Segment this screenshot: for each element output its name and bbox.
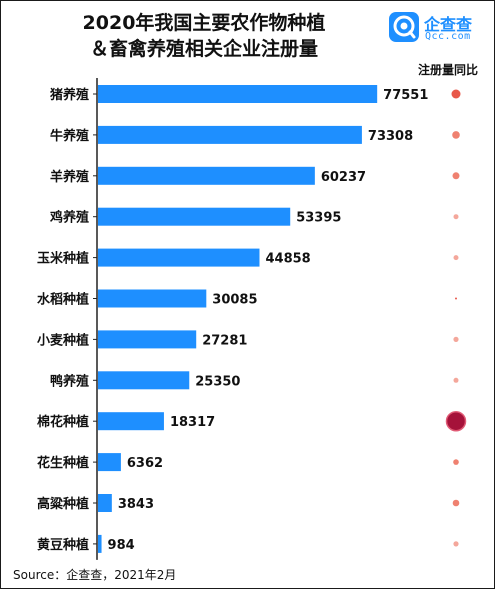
yoy-bubble: [452, 499, 460, 507]
bar: [98, 453, 121, 472]
source-note: Source：企查查，2021年2月: [13, 568, 177, 582]
category-label: 牛养殖: [50, 128, 89, 144]
yoy-bubble: [455, 297, 457, 300]
bar: [98, 85, 378, 103]
bar: [98, 166, 315, 185]
bar-value-label: 984: [108, 538, 135, 553]
bar: [98, 412, 164, 431]
chart-title: 2020年我国主要农作物种植 ＆畜禽养殖相关企业注册量: [39, 10, 369, 62]
bar-value-label: 30085: [212, 293, 257, 308]
bar-value-label: 60237: [321, 170, 366, 185]
yoy-column-header: 注册量同比: [417, 63, 478, 77]
bar-value-label: 27281: [202, 333, 247, 348]
yoy-bubble: [452, 131, 460, 139]
yoy-bubble: [453, 377, 459, 383]
yoy-bubble: [451, 89, 461, 99]
bar: [98, 494, 112, 512]
logo-name: 企查查: [424, 15, 473, 34]
category-label: 鸭养殖: [50, 373, 89, 389]
category-label: 鸡养殖: [49, 210, 89, 226]
category-label: 高粱种植: [37, 496, 89, 512]
category-label: 水稻种植: [37, 292, 89, 308]
bar-value-label: 3843: [118, 497, 154, 512]
bar-value-label: 44858: [265, 252, 310, 267]
bar-value-label: 25350: [195, 374, 240, 389]
yoy-bubble: [452, 172, 460, 180]
bar-value-label: 6362: [127, 456, 163, 471]
bar: [98, 207, 291, 226]
chart-title-line2: ＆畜禽养殖相关企业注册量: [89, 38, 318, 60]
yoy-bubble: [453, 214, 459, 220]
bar: [98, 330, 197, 349]
logo-badge-icon: [389, 12, 419, 42]
bar: [98, 125, 362, 144]
bar: [98, 248, 260, 267]
category-label: 黄豆种植: [37, 537, 89, 553]
bar-value-label: 73308: [368, 129, 413, 144]
bar-value-label: 53395: [296, 211, 341, 226]
bar: [98, 371, 190, 390]
category-label: 小麦种植: [37, 332, 89, 348]
bar-value-label: 77551: [383, 88, 428, 103]
qcc-logo: 企查查 Qcc.com: [389, 11, 493, 47]
yoy-bubble: [453, 541, 459, 547]
category-label: 花生种植: [37, 455, 89, 471]
category-label: 猪养殖: [49, 87, 89, 103]
yoy-bubble: [445, 410, 467, 432]
yoy-bubble: [453, 336, 459, 342]
yoy-bubble: [453, 255, 459, 261]
category-label: 玉米种植: [37, 251, 89, 267]
yoy-bubble: [453, 459, 459, 465]
logo-domain: Qcc.com: [425, 31, 471, 42]
bar: [98, 534, 102, 553]
bar: [98, 289, 207, 308]
category-label: 棉花种植: [37, 414, 89, 430]
chart-title-line1: 2020年我国主要农作物种植: [82, 12, 326, 34]
category-label: 羊养殖: [50, 169, 89, 185]
bar-value-label: 18317: [170, 415, 215, 430]
